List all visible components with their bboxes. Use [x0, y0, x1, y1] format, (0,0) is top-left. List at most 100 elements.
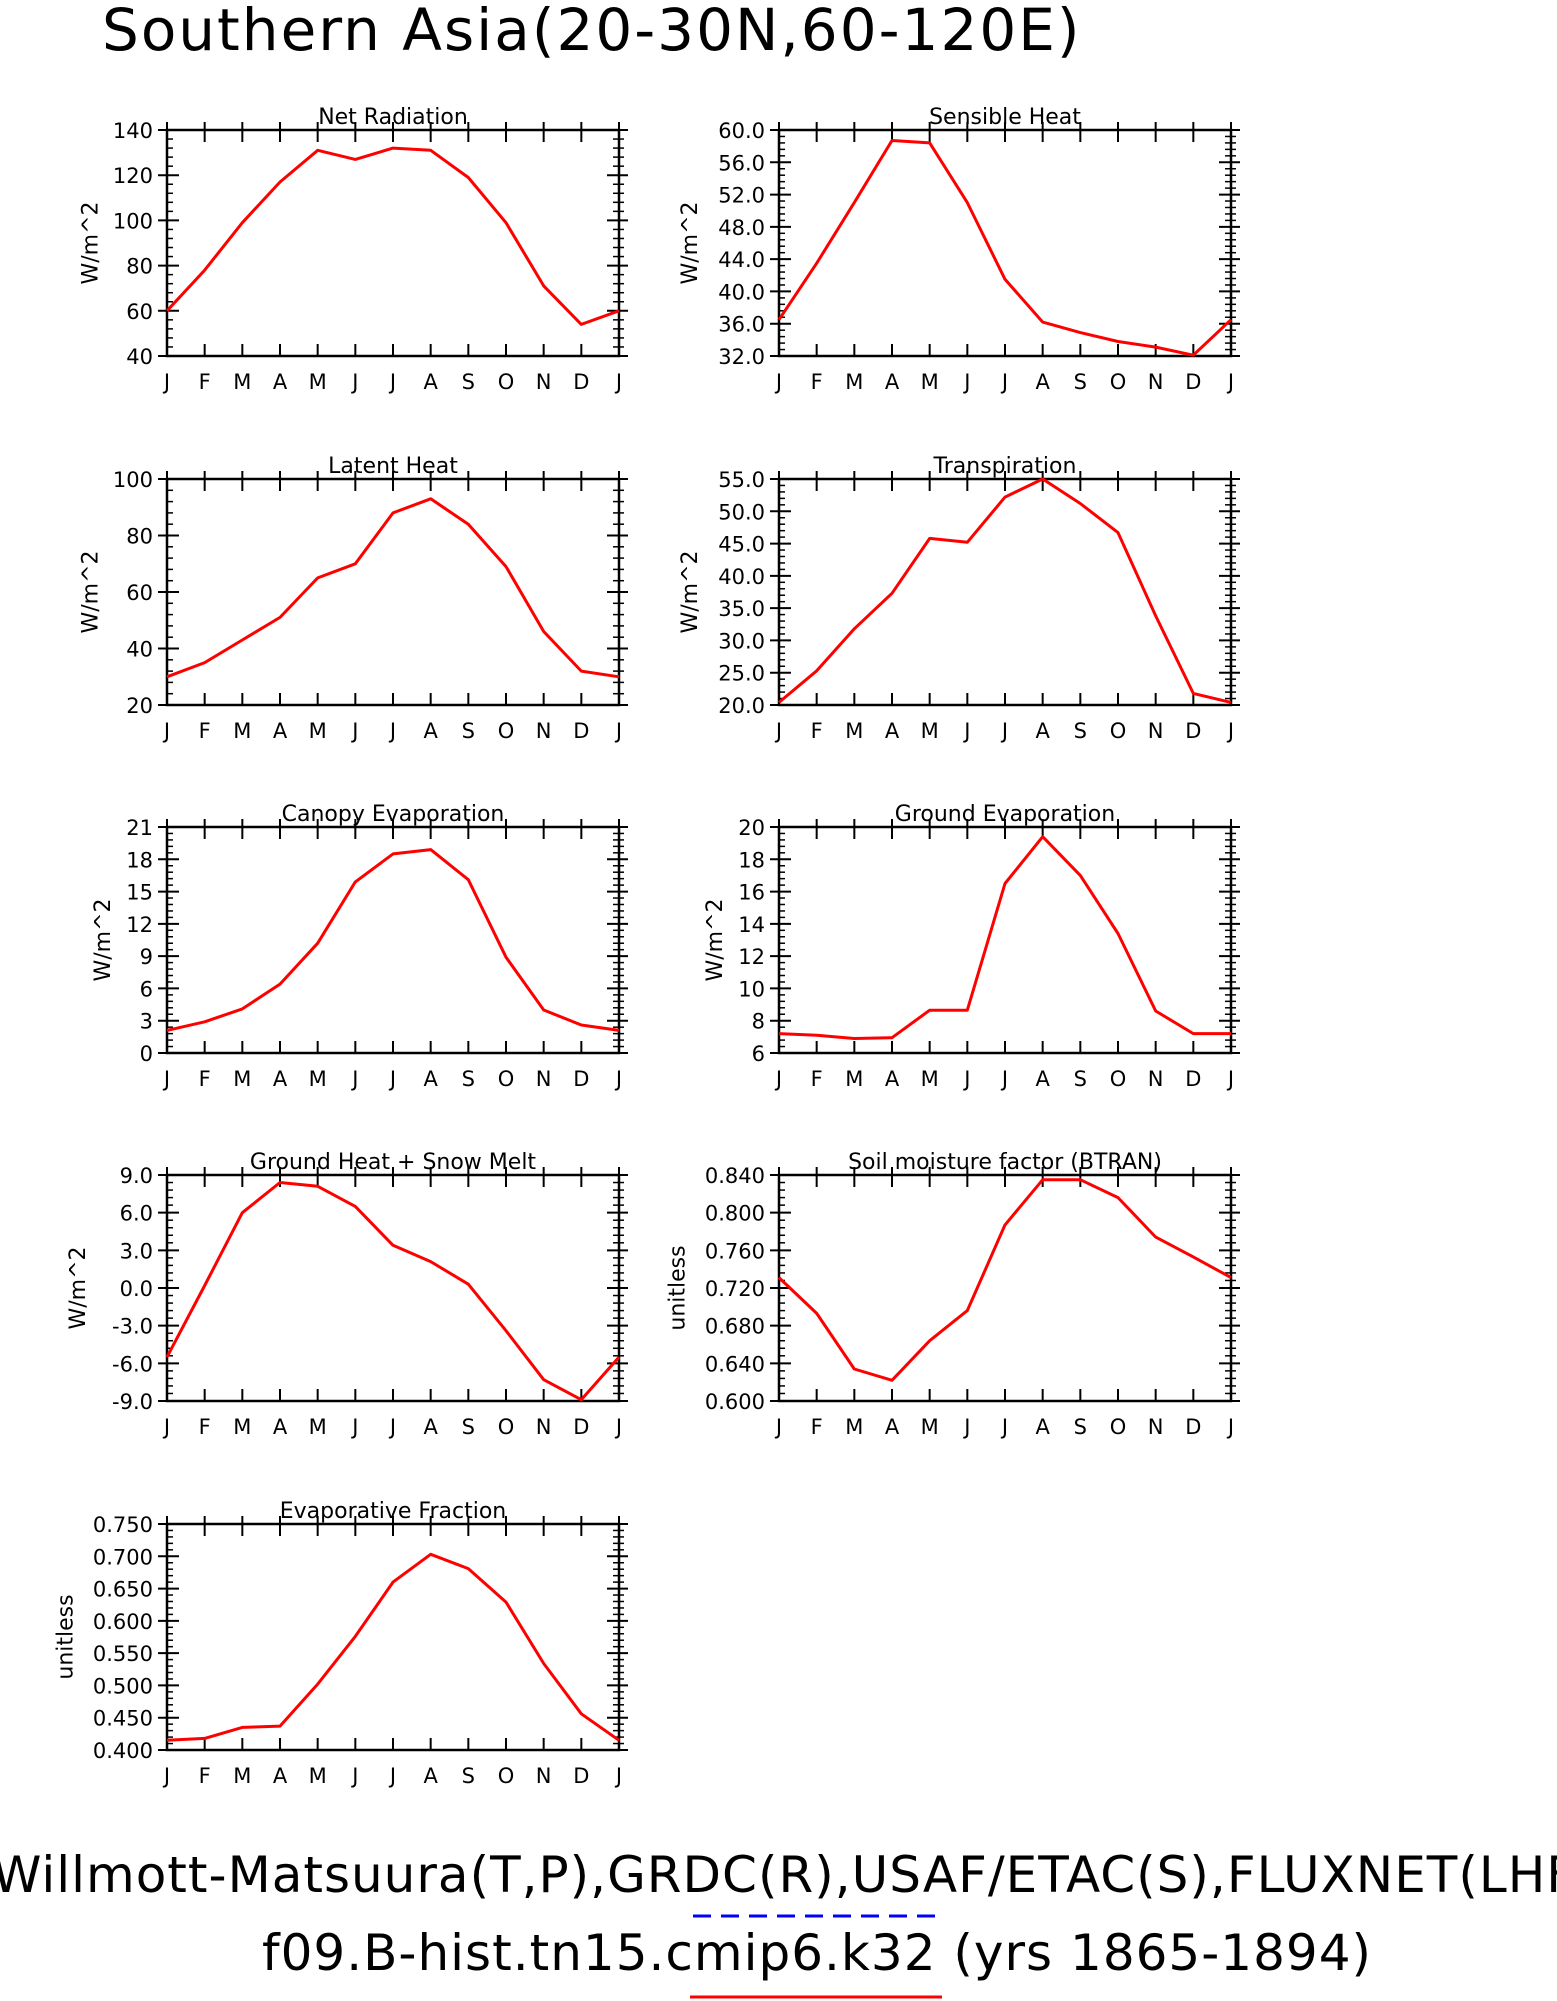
y-tick-label: 60.0 — [718, 119, 765, 143]
x-tick-label: A — [273, 370, 288, 394]
x-tick-label: F — [199, 1764, 211, 1788]
x-tick-label: A — [885, 1067, 900, 1091]
x-tick-label: J — [1000, 1067, 1008, 1091]
y-tick-label: 40 — [126, 638, 153, 662]
series-line — [166, 848, 620, 1032]
x-tick-label: N — [536, 370, 552, 394]
y-axis-label: W/m^2 — [66, 1246, 91, 1329]
x-tick-label: M — [921, 1067, 939, 1091]
y-axis-label: W/m^2 — [703, 898, 728, 981]
y-tick-label: 36.0 — [718, 313, 765, 337]
x-tick-label: J — [388, 370, 396, 394]
y-tick-label: 100 — [113, 468, 153, 492]
x-tick-label: M — [921, 370, 939, 394]
y-tick-label: -3.0 — [112, 1315, 153, 1339]
y-tick-label: 18 — [126, 848, 153, 872]
series-line — [777, 1178, 1232, 1382]
x-tick-label: J — [162, 1067, 170, 1091]
series-line — [778, 835, 1231, 1040]
x-tick-label: A — [1035, 1415, 1050, 1439]
y-tick-label: 6 — [752, 1042, 765, 1066]
y-tick-label: 0.840 — [705, 1164, 765, 1188]
y-tick-label: 16 — [738, 881, 765, 905]
y-tick-label: 40 — [126, 345, 153, 369]
x-tick-label: J — [774, 370, 782, 394]
y-tick-label: 30.0 — [718, 629, 765, 653]
y-tick-label: 18 — [738, 848, 765, 872]
x-tick-label: J — [388, 1764, 396, 1788]
y-tick-label: 45.0 — [718, 533, 765, 557]
y-tick-label: 100 — [113, 209, 153, 233]
x-tick-label: J — [614, 1415, 622, 1439]
y-tick-label: 0.750 — [93, 1513, 153, 1537]
y-tick-label: 6 — [140, 977, 153, 1001]
y-axis-label: W/m^2 — [91, 898, 116, 981]
x-tick-label: A — [423, 1067, 438, 1091]
y-tick-label: 0.0 — [120, 1277, 153, 1301]
x-tick-label: J — [1000, 719, 1008, 743]
y-tick-label: 80 — [126, 255, 153, 279]
y-tick-label: 0.600 — [93, 1610, 153, 1634]
y-tick-label: 20.0 — [718, 694, 765, 718]
x-tick-label: O — [498, 719, 515, 743]
x-tick-label: J — [962, 1415, 970, 1439]
x-tick-label: J — [162, 1764, 170, 1788]
plot-frame — [777, 128, 1233, 358]
x-tick-label: A — [423, 370, 438, 394]
x-tick-label: N — [1148, 370, 1164, 394]
x-tick-label: M — [233, 719, 251, 743]
x-tick-label: N — [536, 719, 552, 743]
x-tick-label: M — [233, 1764, 251, 1788]
x-tick-label: O — [1110, 370, 1127, 394]
x-tick-label: J — [388, 1415, 396, 1439]
x-tick-label: J — [1226, 1067, 1234, 1091]
x-tick-label: N — [1148, 719, 1164, 743]
x-tick-label: N — [536, 1415, 552, 1439]
x-tick-label: M — [921, 719, 939, 743]
y-tick-label: 3 — [140, 1010, 153, 1034]
x-tick-label: S — [1074, 1415, 1087, 1439]
y-tick-label: 48.0 — [718, 216, 765, 240]
y-tick-label: 8 — [752, 1010, 765, 1034]
footer-case-name: f09.B-hist.tn15.cmip6.k32 (yrs 1865-1894… — [262, 1924, 1372, 1982]
x-tick-label: F — [811, 1415, 823, 1439]
x-tick-label: A — [1035, 1067, 1050, 1091]
x-tick-label: D — [573, 1067, 589, 1091]
x-tick-label: J — [388, 1067, 396, 1091]
y-axis-label: W/m^2 — [678, 550, 703, 633]
x-tick-label: S — [462, 370, 475, 394]
x-tick-label: N — [1148, 1067, 1164, 1091]
y-tick-label: 52.0 — [718, 184, 765, 208]
chart-panel: Soil moisture factor (BTRAN)J F M A M J J A S O N D… — [666, 1150, 1240, 1439]
y-tick-label: 0.550 — [93, 1642, 153, 1666]
x-tick-label: M — [233, 1415, 251, 1439]
x-tick-label: J — [962, 1067, 970, 1091]
x-tick-label: A — [273, 719, 288, 743]
x-tick-label: D — [573, 370, 589, 394]
series-line — [777, 139, 1233, 357]
y-tick-label: -9.0 — [112, 1390, 153, 1414]
x-tick-label: J — [162, 370, 170, 394]
x-tick-label: J — [350, 1067, 358, 1091]
y-axis-label: W/m^2 — [678, 201, 703, 284]
x-tick-label: O — [1110, 1067, 1127, 1091]
y-tick-label: 9 — [140, 945, 153, 969]
y-tick-label: 140 — [113, 119, 153, 143]
x-tick-label: A — [1035, 719, 1050, 743]
y-tick-label: 0.450 — [93, 1707, 153, 1731]
x-tick-label: A — [423, 719, 438, 743]
x-tick-label: J — [350, 370, 358, 394]
plot-frame — [777, 477, 1233, 707]
y-tick-label: 9.0 — [120, 1164, 153, 1188]
x-tick-label: J — [350, 1764, 358, 1788]
plot-frame — [165, 128, 621, 358]
x-tick-label: F — [199, 370, 211, 394]
series-line — [165, 1181, 621, 1402]
y-tick-label: -6.0 — [112, 1352, 153, 1376]
series-line — [165, 146, 620, 326]
